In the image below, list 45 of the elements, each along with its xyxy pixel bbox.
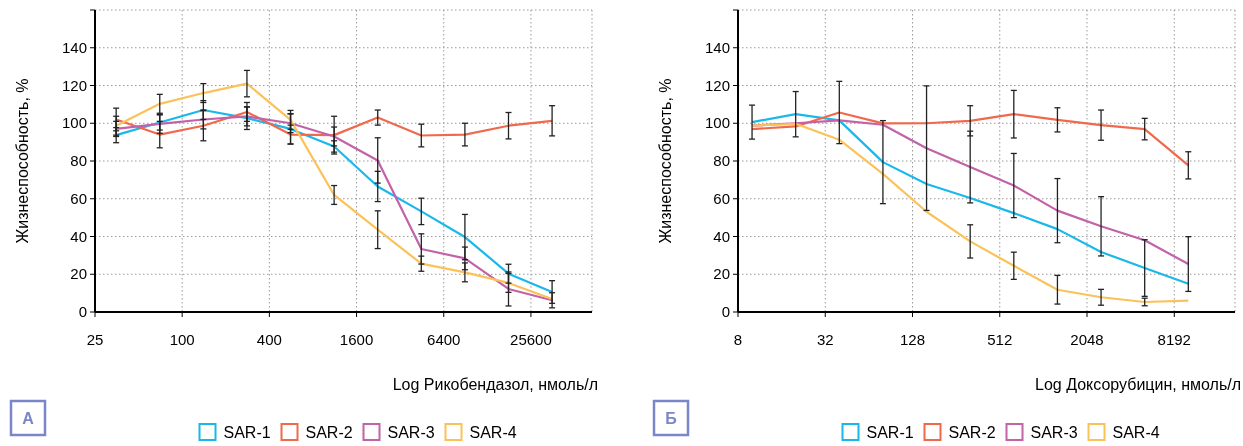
x-axis-title: Log Доксорубицин, нмоль/л (1035, 376, 1241, 393)
x-tick-label: 100 (169, 331, 195, 348)
y-tick-label: 120 (61, 76, 87, 94)
y-tick-label: 40 (713, 227, 730, 245)
legend-label: SAR-3 (387, 424, 435, 441)
y-tick-label: 140 (61, 38, 87, 56)
y-tick-label: 100 (61, 114, 87, 132)
text: Б (665, 410, 677, 427)
legend-label: SAR-2 (305, 424, 353, 441)
y-tick-label: 140 (704, 38, 730, 56)
x-tick-label: 8192 (1157, 331, 1191, 348)
y-tick-label: 0 (78, 303, 87, 320)
line-series (115, 82, 554, 301)
x-tick-label: 2048 (1070, 331, 1104, 348)
line-series (115, 110, 554, 137)
x-tick-label: 32 (816, 331, 834, 348)
y-tick-label: 60 (70, 189, 87, 207)
x-tick-label: 128 (899, 331, 926, 348)
x-axis-title: Log Рикобендазол, нмоль/л (392, 376, 598, 393)
legend-label: SAR-4 (469, 424, 517, 441)
x-tick-label: 8 (733, 331, 743, 348)
y-tick-label: 60 (713, 189, 730, 207)
line-series (750, 111, 1190, 167)
x-tick-label: 512 (987, 331, 1013, 348)
y-tick-label: 20 (70, 265, 87, 283)
legend-label: SAR-3 (1030, 424, 1078, 441)
y-axis-title: Жизнеспособность, % (14, 78, 31, 244)
legend-label: SAR-1 (866, 424, 914, 441)
legend-label: SAR-4 (1112, 424, 1160, 441)
y-tick-label: 80 (70, 152, 87, 169)
y-tick-label: 40 (70, 227, 87, 245)
legend-label: SAR-2 (948, 424, 996, 441)
y-tick-label: 100 (704, 114, 730, 132)
text: А (22, 410, 35, 427)
x-tick-label: 25600 (510, 331, 552, 348)
x-tick-label: 6400 (427, 331, 461, 348)
y-tick-label: 0 (721, 303, 730, 320)
y-tick-label: 20 (713, 265, 730, 283)
x-tick-label: 25 (86, 331, 104, 348)
x-tick-label: 1600 (339, 331, 374, 348)
x-tick-label: 400 (256, 331, 282, 348)
y-axis-title: Жизнеспособность, % (657, 78, 674, 244)
y-tick-label: 80 (713, 152, 730, 169)
legend-label: SAR-1 (223, 424, 271, 441)
y-tick-label: 120 (704, 76, 730, 94)
